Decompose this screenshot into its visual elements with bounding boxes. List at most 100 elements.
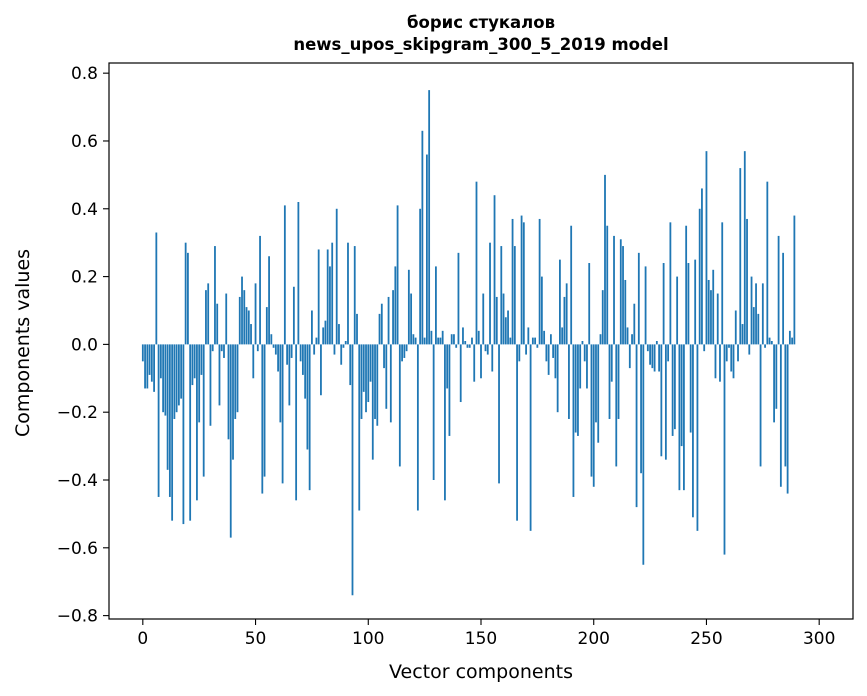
bar-252 [710, 290, 712, 345]
bar-58 [272, 344, 275, 348]
bar-114 [398, 344, 401, 467]
bar-9 [162, 344, 165, 413]
bar-71 [301, 344, 304, 375]
bar-264 [737, 344, 739, 362]
bar-69 [297, 202, 300, 345]
bar-152 [484, 344, 487, 352]
bar-267 [743, 151, 746, 345]
bar-138 [453, 334, 455, 345]
bar-45 [243, 290, 246, 345]
x-axis-label: Vector components [389, 661, 573, 683]
bar-38 [227, 344, 230, 440]
bar-164 [511, 218, 514, 345]
bar-257 [721, 222, 724, 345]
bar-98 [362, 344, 365, 392]
bar-134 [444, 344, 446, 501]
bar-281 [775, 344, 778, 409]
bar-231 [662, 263, 665, 345]
bar-103 [374, 344, 376, 419]
bar-93 [351, 344, 354, 596]
bar-141 [459, 344, 462, 403]
bar-112 [394, 266, 397, 345]
bar-191 [572, 344, 575, 497]
bar-167 [518, 344, 521, 362]
bar-52 [259, 235, 261, 345]
bar-189 [568, 344, 570, 419]
bar-88 [340, 344, 343, 365]
bar-209 [613, 235, 615, 345]
bar-133 [441, 330, 444, 345]
bar-187 [563, 296, 566, 345]
bar-44 [241, 276, 243, 345]
bar-190 [570, 225, 573, 345]
bar-204 [601, 290, 604, 345]
bar-258 [723, 344, 726, 555]
bar-73 [306, 344, 309, 450]
bar-56 [268, 256, 270, 345]
bar-170 [525, 344, 527, 355]
x-tick-label: 250 [690, 629, 722, 649]
x-tick-label: 200 [578, 629, 610, 649]
bar-185 [559, 259, 561, 345]
bar-160 [502, 293, 505, 345]
bar-113 [396, 205, 399, 345]
bar-11 [166, 344, 169, 470]
bar-13 [171, 344, 174, 521]
bar-156 [493, 195, 496, 345]
bar-89 [342, 344, 345, 348]
bar-198 [588, 263, 591, 345]
bar-210 [615, 344, 618, 467]
bar-195 [581, 341, 584, 345]
bar-17 [180, 344, 183, 399]
bars-layer [141, 90, 796, 596]
bar-246 [696, 344, 699, 531]
bar-24 [196, 344, 198, 501]
bar-226 [651, 344, 654, 369]
bar-242 [687, 263, 690, 345]
bar-259 [725, 344, 728, 362]
bar-46 [245, 307, 248, 345]
bar-59 [274, 344, 277, 355]
bar-41 [234, 344, 237, 419]
x-axis-ticks: 0 50 100 150 200 250 300 [137, 619, 835, 649]
bar-27 [202, 344, 205, 477]
bar-108 [385, 344, 388, 409]
bar-115 [401, 344, 403, 362]
bar-34 [218, 344, 221, 406]
bar-178 [543, 330, 546, 345]
bar-142 [462, 327, 464, 345]
bar-72 [304, 344, 307, 399]
bar-99 [365, 344, 367, 413]
bar-84 [331, 242, 334, 345]
bar-82 [326, 249, 329, 345]
bar-225 [649, 344, 651, 365]
bar-104 [376, 344, 379, 426]
bar-6 [155, 232, 158, 345]
bar-206 [606, 225, 609, 345]
x-tick-label: 50 [245, 629, 267, 649]
bar-97 [360, 344, 363, 419]
y-tick-label: −0.4 [57, 471, 98, 491]
bar-223 [644, 266, 647, 345]
bar-132 [439, 337, 442, 345]
bar-157 [495, 296, 498, 345]
bar-127 [428, 90, 431, 345]
bar-249 [703, 344, 706, 352]
bar-94 [353, 246, 356, 345]
bar-216 [628, 344, 631, 369]
bar-74 [308, 344, 311, 491]
bar-200 [592, 344, 595, 487]
bar-283 [779, 344, 782, 487]
bar-174 [534, 337, 537, 345]
bar-244 [692, 344, 694, 518]
bar-212 [619, 239, 622, 345]
bar-35 [220, 344, 223, 352]
bar-273 [757, 313, 760, 345]
x-tick-label: 100 [352, 629, 384, 649]
bar-36 [223, 344, 225, 358]
bar-110 [389, 344, 392, 423]
y-tick-label: −0.2 [57, 403, 98, 423]
plot-frame [108, 62, 854, 620]
bar-107 [383, 344, 385, 369]
bar-236 [673, 344, 676, 430]
